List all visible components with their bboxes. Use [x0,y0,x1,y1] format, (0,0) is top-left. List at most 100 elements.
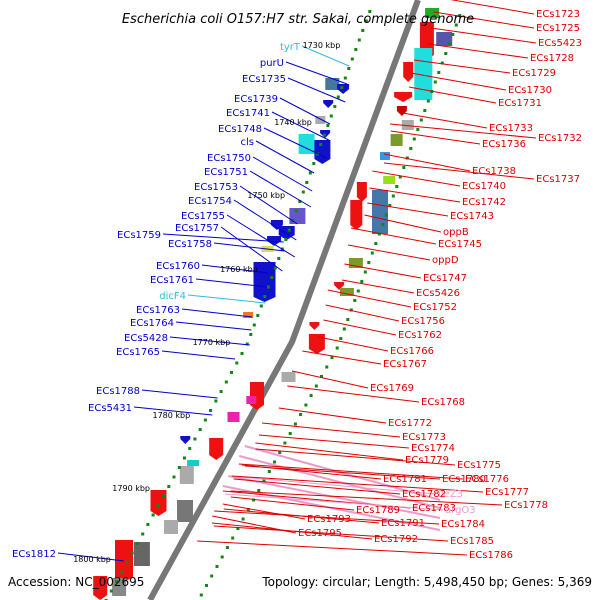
gene-label: ECs1729 [512,68,556,79]
gene-label: ECs1768 [421,397,465,408]
tick-dot [219,390,223,393]
tick-dot [339,337,343,340]
tick-dot [172,475,176,479]
leader-line [238,463,464,480]
leader-line [285,61,348,85]
tick-dot [199,593,203,597]
gene-label: ECs1762 [398,330,442,341]
leader-line [262,422,401,438]
tick-dot [284,238,288,241]
gene-feature-block [390,134,403,146]
leader-line [450,0,535,15]
tick-dot [335,346,339,350]
gene-label: ECs1725 [536,23,580,34]
leader-line [344,263,422,279]
leader-line [181,308,253,318]
tick-dot [426,99,430,103]
leader-line [233,478,401,495]
gene-label: ECs1737 [536,174,580,185]
tick-dot [381,223,385,226]
gene-label: ECs1735 [242,74,286,85]
tick-dot [402,166,406,169]
genome-backbone [147,0,421,600]
leader-line [233,199,297,241]
leader-line [271,111,329,141]
tick-dot [240,352,244,355]
tick-dot [447,42,451,46]
leader-line [369,187,461,203]
leader-line [323,319,397,336]
gene-feature-arrow [180,436,191,444]
tick-dot [146,523,150,526]
tick-dot [325,365,329,369]
tick-dot [349,308,353,312]
leader-line [413,59,511,74]
gene-label: ECs1747 [423,273,467,284]
leader-line [224,493,444,511]
tick-dot [346,318,350,321]
gene-label: ECs1745 [438,239,482,250]
gene-feature-block [315,116,326,124]
leader-line [364,214,442,233]
gene-label: ECs1750 [207,153,251,164]
tick-dot [356,289,360,293]
gene-feature-block [179,466,194,484]
tick-dot [388,204,392,207]
leader-line [383,153,471,172]
tick-dot [287,228,291,232]
gene-label: tyrT [280,42,301,53]
gene-feature-arrow [350,200,363,230]
accession-text: Accession: NC_002695 [8,575,144,589]
tick-dot [423,109,427,112]
tick-dot [231,536,235,540]
gene-label: ECs1774 [411,443,455,454]
tick-dot [141,532,145,536]
tick-dot [120,570,124,574]
ruler-label: 1760 kbp [220,265,258,274]
tick-dot [130,551,134,555]
tick-dot [377,232,381,236]
tick-dot [135,542,139,545]
tick-dot [278,451,282,454]
gene-label: ECs1776 [465,474,509,485]
tick-dot [391,194,395,198]
leader-line [213,242,285,252]
tick-dot [340,86,344,89]
tick-dot [353,299,357,302]
tick-dot [319,143,323,146]
tick-dot [257,489,261,492]
leader-line [226,214,296,258]
tick-dot [151,513,155,517]
tick-dot [263,295,267,298]
map-title: Escherichia coli O157:H7 str. Sakai, com… [122,12,474,27]
tick-dot [203,418,207,422]
leader-line [390,123,537,139]
gene-feature-arrow [403,62,414,82]
leader-line [390,130,481,145]
gene-label: ECs1778 [504,500,548,511]
tick-dot [314,384,318,388]
gene-label: ECs1784 [441,519,485,530]
gene-labels-layer: 1730 kbp 1740 kbp 1750 kbp 1760 kbp 1770 kbp… [12,9,582,564]
tick-dot [412,137,416,141]
leader-line [278,407,387,424]
gene-feature-block [227,412,240,422]
gene-label: argO3 [445,505,476,516]
gene-label: ECs1793 [307,514,351,525]
leader-line [239,185,298,225]
gene-label: ECs1753 [194,182,238,193]
tick-dot [361,29,365,32]
gene-feature-arrow [314,140,331,164]
gene-label: ECs5423 [538,38,582,49]
ruler-label: 1780 kbp [152,411,190,420]
tick-dot [277,257,281,260]
tick-dot [368,10,372,13]
genome-summary-text: Topology: circular; Length: 5,498,450 bp… [261,575,592,589]
tick-dot [125,561,129,564]
leader-line [301,45,350,67]
tick-dot [329,114,333,118]
gene-label: ECs1763 [136,305,180,316]
tick-dot [162,494,166,498]
gene-label: ECs1742 [462,197,506,208]
